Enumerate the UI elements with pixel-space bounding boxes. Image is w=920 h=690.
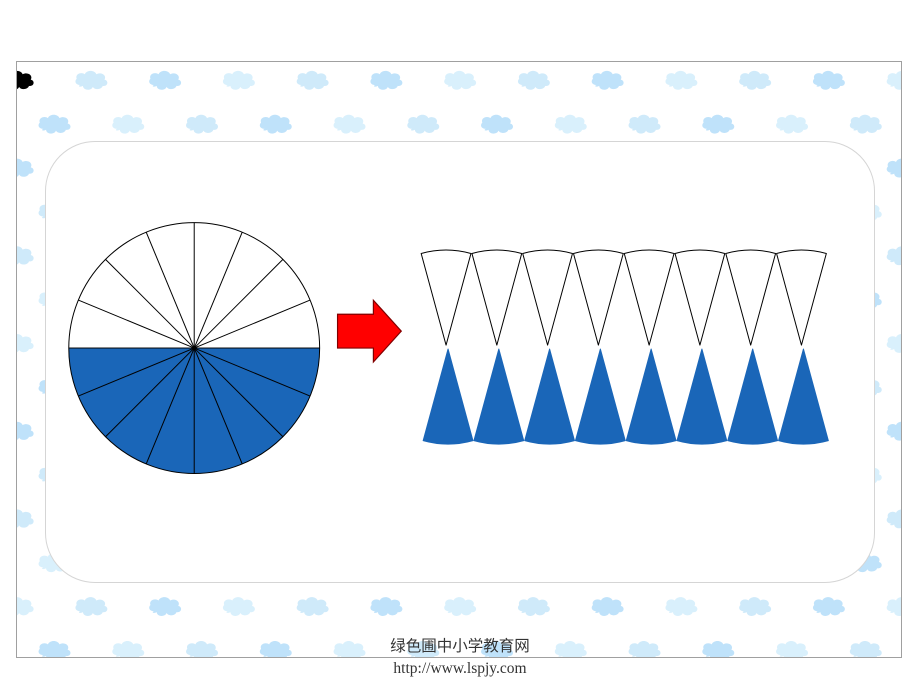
circle-to-rectangle-diagram	[46, 142, 874, 582]
footer-caption: 绿色圃中小学教育网 http://www.lspjy.com	[310, 636, 610, 679]
footer-line2: http://www.lspjy.com	[310, 658, 610, 680]
footer-line1: 绿色圃中小学教育网	[310, 636, 610, 658]
content-panel	[45, 141, 875, 583]
stage: 绿色圃中小学教育网 http://www.lspjy.com	[0, 0, 920, 690]
slide-frame	[16, 61, 902, 658]
